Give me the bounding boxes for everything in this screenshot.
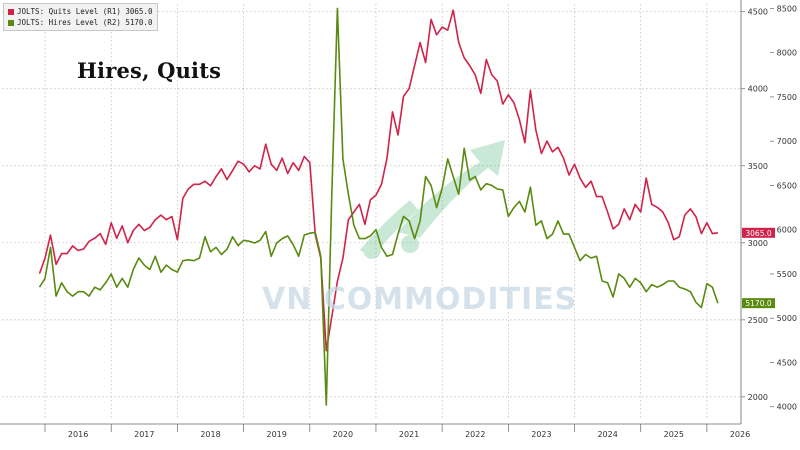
series-line-quits	[38, 9, 719, 352]
r1-tick-label: 4000	[748, 85, 768, 94]
watermark-arrow-icon	[360, 140, 505, 259]
legend: JOLTS: Quits Level (R1) 3065.0 JOLTS: Hi…	[3, 3, 159, 31]
x-tick-label: 2016	[68, 430, 88, 439]
value-tag-quits	[742, 227, 775, 238]
series-line-hires	[38, 7, 719, 406]
r2-tick-label: 7000	[777, 137, 797, 146]
legend-label-quits: JOLTS: Quits Level (R1) 3065.0	[17, 7, 153, 16]
legend-swatch-hires	[8, 19, 14, 26]
r1-tick-label: 4500	[748, 8, 768, 17]
watermark-arrow-shape	[398, 140, 505, 238]
legend-label-hires: JOLTS: Hires Level (R2) 5170.0	[17, 18, 153, 27]
r1-tick-label: 3000	[748, 239, 768, 248]
x-tick-label: 2020	[333, 430, 353, 439]
value-tag-label: 3065.0	[745, 229, 771, 238]
value-tag-label: 5170.0	[745, 299, 771, 308]
watermark-text: VN COMMODITIES	[262, 282, 578, 317]
x-tick-label: 2023	[531, 430, 551, 439]
x-tick-label: 2019	[267, 430, 287, 439]
r1-tick-label: 2500	[748, 316, 768, 325]
x-tick-label: 2017	[134, 430, 154, 439]
r2-tick-label: 5500	[777, 270, 797, 279]
x-tick-label: 2018	[200, 430, 220, 439]
r2-tick-label: 8000	[777, 49, 797, 58]
r1-tick-label: 3500	[748, 162, 768, 171]
watermark-dot-2	[401, 235, 419, 253]
r2-tick-label: 6500	[777, 181, 797, 190]
r2-tick-label: 4500	[777, 358, 797, 367]
value-tag-hires	[742, 298, 775, 309]
r2-tick-label: 5000	[777, 314, 797, 323]
legend-item-quits: JOLTS: Quits Level (R1) 3065.0	[8, 6, 152, 17]
x-tick-label: 2025	[664, 430, 684, 439]
r2-tick-label: 8500	[777, 4, 797, 13]
legend-item-hires: JOLTS: Hires Level (R2) 5170.0	[8, 17, 152, 28]
r2-tick-label: 6000	[777, 226, 797, 235]
chart-headline: Hires, Quits	[77, 58, 222, 83]
watermark-dot-1	[363, 241, 381, 259]
x-tick-label: 2022	[465, 430, 485, 439]
legend-swatch-quits	[8, 8, 14, 15]
r2-tick-label: 4000	[777, 403, 797, 412]
x-tick-label: 2024	[597, 430, 617, 439]
r1-tick-label: 2000	[748, 393, 768, 402]
watermark-arrow-stroke	[360, 200, 418, 258]
r2-tick-label: 7500	[777, 93, 797, 102]
x-tick-label: 2021	[399, 430, 419, 439]
x-tick-label: 2026	[730, 430, 750, 439]
